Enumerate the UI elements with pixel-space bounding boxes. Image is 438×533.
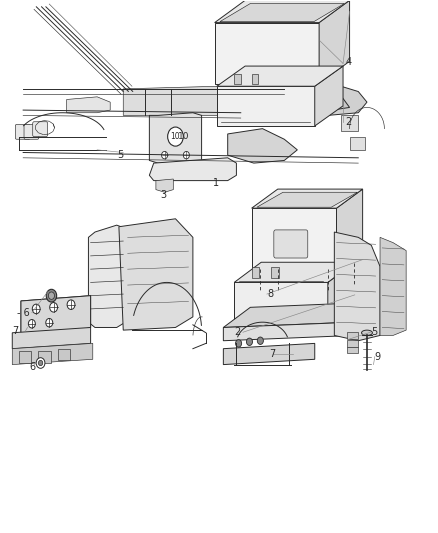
Polygon shape [119,219,193,330]
Circle shape [36,358,45,368]
Circle shape [48,292,54,300]
FancyBboxPatch shape [24,124,39,139]
FancyBboxPatch shape [33,122,47,136]
Circle shape [49,303,57,312]
Text: 10: 10 [171,132,180,141]
Polygon shape [21,296,91,338]
Text: 1: 1 [212,177,219,188]
Polygon shape [21,296,91,333]
Polygon shape [319,1,350,84]
Polygon shape [336,189,363,269]
Bar [252,74,258,84]
Circle shape [67,300,75,310]
Text: 4: 4 [345,58,351,67]
Circle shape [257,337,263,344]
Polygon shape [149,158,237,181]
Circle shape [46,318,53,327]
Polygon shape [234,262,355,282]
Ellipse shape [361,330,372,335]
Polygon shape [252,189,363,208]
Circle shape [168,127,184,146]
Bar [347,340,358,346]
Polygon shape [257,192,357,207]
Polygon shape [220,4,344,22]
Text: 6: 6 [30,362,36,372]
Polygon shape [223,322,354,341]
Text: 5: 5 [371,327,378,337]
Polygon shape [234,282,328,327]
Text: 7: 7 [12,326,18,336]
Polygon shape [328,262,355,327]
Polygon shape [223,302,379,327]
Polygon shape [380,237,406,335]
Bar [39,351,50,363]
Bar [252,266,259,278]
Text: 2: 2 [234,327,240,337]
Circle shape [236,340,242,347]
Bar [347,347,358,353]
Polygon shape [156,179,173,192]
Bar [58,349,70,360]
Circle shape [46,289,57,302]
Polygon shape [123,86,228,115]
Polygon shape [315,66,343,126]
Polygon shape [315,84,350,110]
Polygon shape [284,86,367,115]
Polygon shape [12,327,91,349]
Text: 9: 9 [375,352,381,361]
FancyBboxPatch shape [15,124,30,139]
Circle shape [247,338,253,345]
Circle shape [32,304,40,314]
Polygon shape [228,128,297,163]
Polygon shape [67,97,110,113]
Polygon shape [149,113,201,163]
Circle shape [39,360,43,366]
Bar [347,332,358,338]
Bar [341,115,358,131]
Polygon shape [88,225,125,327]
Polygon shape [265,265,365,286]
Text: - 6: - 6 [17,308,30,318]
Bar [19,351,31,363]
Polygon shape [215,22,319,84]
Polygon shape [215,1,350,22]
Text: 5: 5 [117,150,123,160]
Text: 7: 7 [269,349,276,359]
Polygon shape [334,232,380,341]
Polygon shape [252,208,336,269]
Bar [271,266,279,278]
Polygon shape [223,343,315,365]
Text: 8: 8 [268,289,274,299]
Text: 2: 2 [345,117,351,127]
Bar [234,74,241,84]
Text: 10: 10 [178,132,189,141]
Text: 3: 3 [160,190,166,200]
Circle shape [162,151,168,159]
Polygon shape [12,343,93,365]
Bar [350,136,365,150]
Circle shape [28,319,35,328]
Circle shape [184,151,189,159]
Polygon shape [217,66,343,86]
Polygon shape [217,86,315,126]
FancyBboxPatch shape [274,230,308,258]
